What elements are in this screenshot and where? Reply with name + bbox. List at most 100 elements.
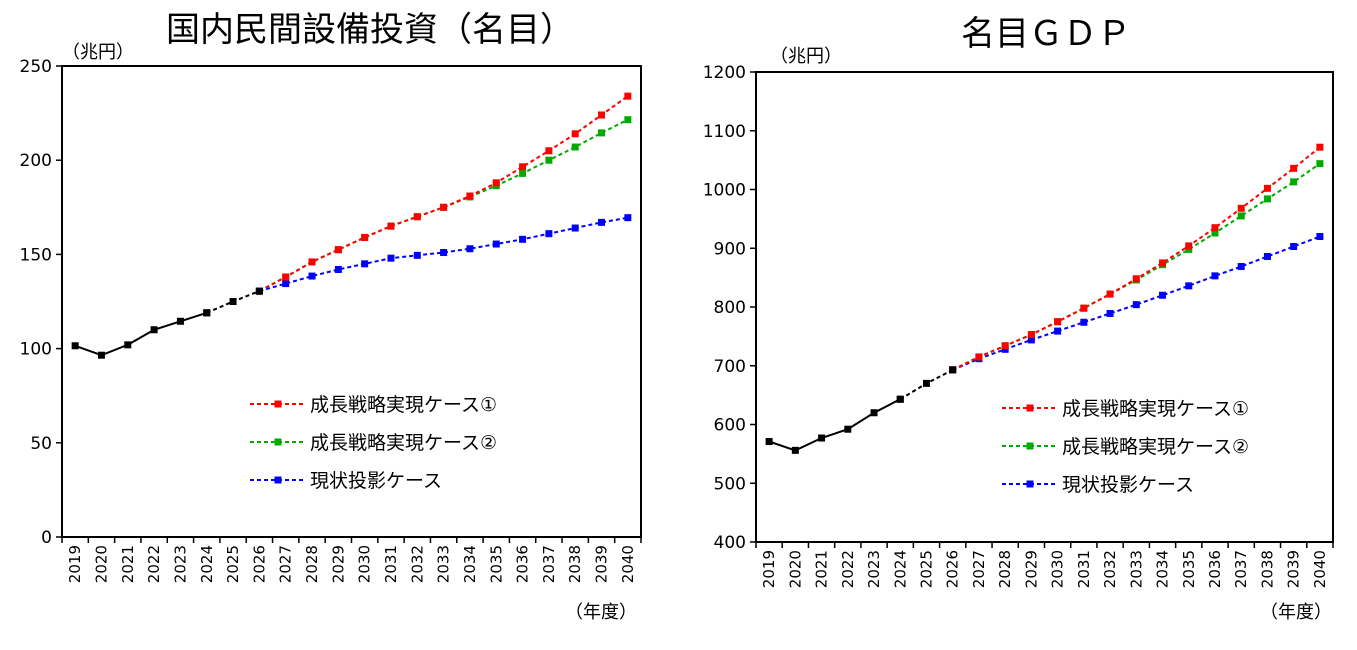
data-point xyxy=(1290,164,1298,172)
data-point xyxy=(545,147,553,155)
x-tick-label: 2029 xyxy=(329,545,347,583)
x-tick-label: 2019 xyxy=(66,545,84,583)
data-point xyxy=(1054,327,1062,335)
data-point xyxy=(413,251,421,259)
data-point xyxy=(545,230,553,238)
x-tick-label: 2033 xyxy=(435,545,453,583)
y-tick-label: 100 xyxy=(20,340,52,360)
x-tick-label: 2035 xyxy=(1180,550,1198,588)
data-point xyxy=(598,218,606,226)
legend-label: 現状投影ケース xyxy=(1062,474,1194,496)
x-tick-label: 2026 xyxy=(944,550,962,588)
x-tick-label: 2039 xyxy=(1285,550,1303,588)
series-line xyxy=(259,216,628,293)
x-tick-label: 2020 xyxy=(786,550,804,588)
data-point xyxy=(1237,204,1245,212)
y-axis-label: （兆円） xyxy=(770,46,842,67)
legend-marker xyxy=(1026,442,1034,450)
data-point xyxy=(870,409,878,417)
legend-label: 成長戦略実現ケース② xyxy=(310,432,497,454)
y-tick-label: 50 xyxy=(30,434,52,454)
x-tick-label: 2019 xyxy=(760,550,778,588)
data-point xyxy=(361,233,369,241)
data-point xyxy=(1316,143,1324,151)
x-tick-label: 2040 xyxy=(619,545,637,583)
data-point xyxy=(440,203,448,211)
data-point xyxy=(124,341,132,349)
data-point xyxy=(71,342,79,350)
y-tick-label: 900 xyxy=(714,239,746,259)
x-tick-label: 2032 xyxy=(408,545,426,583)
data-point xyxy=(1263,184,1271,192)
x-tick-label: 2039 xyxy=(593,545,611,583)
legend-label: 成長戦略実現ケース① xyxy=(1062,398,1249,420)
data-point xyxy=(466,192,474,200)
plot-frame xyxy=(755,71,1334,543)
data-point xyxy=(844,425,852,433)
data-point xyxy=(1237,212,1245,220)
legend-marker xyxy=(1026,404,1034,412)
x-axis-label: （年度） xyxy=(1260,602,1332,623)
x-tick-label: 2023 xyxy=(865,550,883,588)
x-tick-label: 2029 xyxy=(1022,550,1040,588)
data-point xyxy=(765,438,773,446)
legend-marker xyxy=(274,438,282,446)
data-point xyxy=(571,130,579,138)
data-point xyxy=(922,379,930,387)
data-point xyxy=(361,260,369,268)
x-tick-label: 2037 xyxy=(540,545,558,583)
y-tick-label: 800 xyxy=(714,298,746,318)
data-point xyxy=(519,235,527,243)
data-point xyxy=(545,156,553,164)
data-point xyxy=(519,163,527,171)
data-point xyxy=(229,298,237,305)
chart-nominal-gdp: 名目ＧＤＰ （兆円） 400 500 600 700 800 900 1000 1100 1200 2… xyxy=(680,0,1357,650)
x-tick-label: 2030 xyxy=(1049,550,1067,588)
data-point xyxy=(308,258,316,266)
data-point xyxy=(1159,291,1167,299)
chart-title: 国内民間設備投資（名目） xyxy=(166,10,574,50)
chart-domestic-capex: 国内民間設備投資（名目） （兆円） 0 50 100 150 200 250 2019 2020 2… xyxy=(20,10,642,623)
data-point xyxy=(1106,309,1114,317)
data-point xyxy=(896,395,904,403)
data-point xyxy=(492,179,500,187)
legend-marker xyxy=(1026,480,1034,488)
data-point xyxy=(150,326,158,334)
x-axis-label: （年度） xyxy=(565,602,637,623)
x-tick-label: 2028 xyxy=(996,550,1014,588)
x-tick-label: 2027 xyxy=(970,550,988,588)
data-point xyxy=(203,309,211,317)
data-point xyxy=(440,249,448,257)
y-tick-label: 400 xyxy=(714,533,746,553)
legend-label: 成長戦略実現ケース① xyxy=(310,394,497,416)
x-tick-label: 2023 xyxy=(171,545,189,583)
data-point xyxy=(1185,282,1193,290)
x-tick-label: 2027 xyxy=(277,545,295,583)
series-line xyxy=(768,398,901,452)
data-point xyxy=(1290,178,1298,186)
x-tick-label: 2026 xyxy=(250,545,268,583)
data-point xyxy=(949,366,957,374)
x-tick-label: 2025 xyxy=(224,545,242,583)
data-point xyxy=(176,317,184,325)
series-line xyxy=(952,235,1321,371)
x-tick-label: 2038 xyxy=(566,545,584,583)
x-tick-label: 2020 xyxy=(92,545,110,583)
data-point xyxy=(1263,195,1271,203)
x-tick-label: 2021 xyxy=(119,545,137,583)
data-point xyxy=(282,273,290,281)
data-point xyxy=(1132,275,1140,283)
x-tick-label: 2031 xyxy=(1075,550,1093,588)
series-line xyxy=(952,162,1321,371)
data-point xyxy=(1263,252,1271,260)
y-tick-label: 1200 xyxy=(703,63,746,83)
data-point xyxy=(1159,259,1167,267)
x-tick-label: 2037 xyxy=(1232,550,1250,588)
data-point xyxy=(387,222,395,230)
data-point xyxy=(97,351,105,359)
series-line xyxy=(74,311,208,357)
y-tick-label: 600 xyxy=(714,416,746,436)
x-tick-label: 2031 xyxy=(382,545,400,583)
data-point xyxy=(571,143,579,151)
x-tick-label: 2022 xyxy=(839,550,857,588)
